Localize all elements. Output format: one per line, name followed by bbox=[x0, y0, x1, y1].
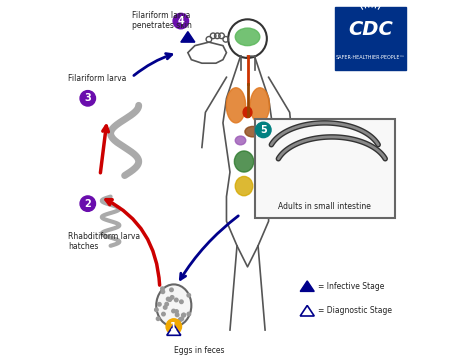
Circle shape bbox=[161, 306, 164, 310]
Circle shape bbox=[166, 319, 182, 334]
Ellipse shape bbox=[235, 28, 260, 46]
Text: = Infective Stage: = Infective Stage bbox=[318, 282, 384, 290]
Circle shape bbox=[80, 90, 95, 106]
Ellipse shape bbox=[234, 151, 254, 172]
Circle shape bbox=[168, 299, 172, 303]
Circle shape bbox=[159, 291, 162, 295]
Ellipse shape bbox=[235, 136, 246, 145]
Circle shape bbox=[255, 122, 271, 138]
Text: 1: 1 bbox=[171, 321, 177, 331]
Circle shape bbox=[162, 308, 165, 312]
Ellipse shape bbox=[250, 88, 270, 123]
Circle shape bbox=[158, 307, 162, 310]
Ellipse shape bbox=[235, 177, 253, 196]
Ellipse shape bbox=[226, 88, 246, 123]
Text: 5: 5 bbox=[260, 125, 267, 135]
Circle shape bbox=[176, 297, 179, 300]
Circle shape bbox=[156, 316, 160, 320]
Text: Rhabditiform larva
hatches: Rhabditiform larva hatches bbox=[68, 232, 141, 251]
Circle shape bbox=[162, 306, 166, 309]
Ellipse shape bbox=[156, 284, 191, 326]
Circle shape bbox=[172, 297, 175, 301]
Circle shape bbox=[182, 314, 185, 318]
Polygon shape bbox=[300, 281, 314, 292]
Text: SAFER·HEALTHIER·PEOPLE™: SAFER·HEALTHIER·PEOPLE™ bbox=[336, 55, 405, 60]
Text: = Diagnostic Stage: = Diagnostic Stage bbox=[318, 306, 392, 315]
Circle shape bbox=[180, 307, 183, 310]
Circle shape bbox=[155, 286, 158, 290]
Circle shape bbox=[175, 307, 179, 310]
Polygon shape bbox=[181, 32, 195, 42]
Circle shape bbox=[80, 196, 95, 211]
Bar bbox=[255, 119, 395, 218]
Ellipse shape bbox=[245, 126, 261, 137]
Circle shape bbox=[155, 302, 158, 306]
Text: 3: 3 bbox=[84, 93, 91, 103]
Circle shape bbox=[171, 298, 174, 302]
Text: CDC: CDC bbox=[348, 20, 393, 39]
Ellipse shape bbox=[243, 107, 252, 117]
Bar bbox=[335, 7, 406, 70]
Circle shape bbox=[160, 314, 164, 318]
Text: 4: 4 bbox=[177, 16, 184, 26]
Text: 2: 2 bbox=[84, 199, 91, 209]
Circle shape bbox=[186, 313, 190, 316]
Circle shape bbox=[164, 297, 167, 300]
Circle shape bbox=[183, 303, 186, 307]
Circle shape bbox=[172, 311, 175, 314]
Circle shape bbox=[176, 297, 180, 300]
Circle shape bbox=[165, 319, 169, 322]
Circle shape bbox=[174, 319, 177, 322]
Circle shape bbox=[178, 289, 181, 292]
Text: Filariform larva
penetrates skin: Filariform larva penetrates skin bbox=[132, 11, 191, 30]
Polygon shape bbox=[300, 305, 314, 316]
Polygon shape bbox=[167, 325, 181, 335]
Text: Filariform larva: Filariform larva bbox=[68, 74, 127, 83]
Text: Eggs in feces: Eggs in feces bbox=[174, 346, 224, 355]
Circle shape bbox=[173, 13, 189, 29]
Text: Adults in small intestine: Adults in small intestine bbox=[278, 201, 371, 211]
Circle shape bbox=[169, 316, 173, 320]
